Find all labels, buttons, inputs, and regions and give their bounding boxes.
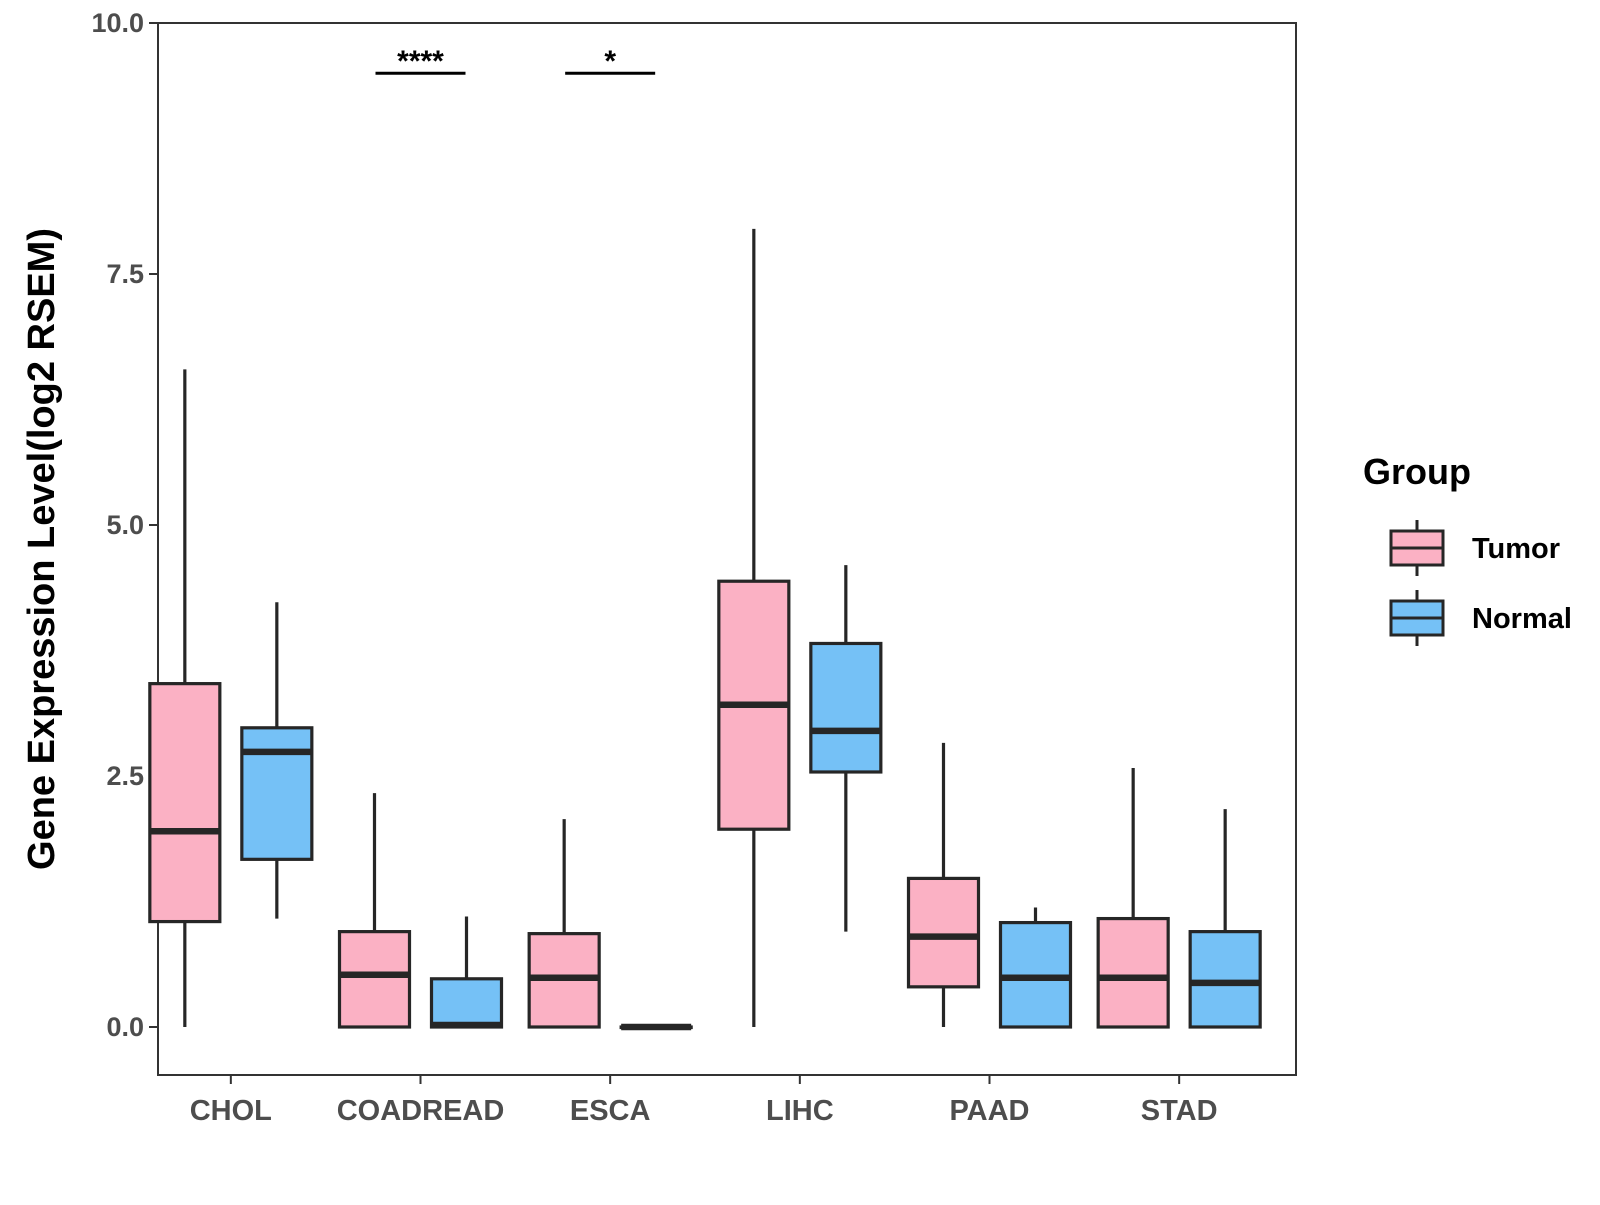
box-tumor-stad (1096, 767, 1170, 1029)
box-body (1096, 916, 1170, 1029)
legend-label: Tumor (1472, 533, 1560, 565)
box-normal-paad (998, 907, 1073, 1029)
y-tick-label: 10.0 (91, 8, 144, 38)
box-normal-lihc (809, 565, 883, 932)
box-normal-esca (619, 1023, 693, 1031)
box-body (1188, 930, 1262, 1029)
box-tumor-chol (148, 369, 222, 1027)
significance-label: **** (397, 45, 444, 78)
box-body (809, 641, 883, 774)
x-tick-label: LIHC (766, 1095, 834, 1127)
box-normal-stad (1188, 809, 1262, 1029)
x-tick-label: STAD (1141, 1095, 1218, 1127)
box-normal-chol (240, 602, 314, 919)
legend-label: Normal (1472, 603, 1572, 635)
legend-title: Group (1363, 451, 1471, 492)
box-tumor-lihc (717, 228, 791, 1027)
legend-item-tumor: Tumor (1389, 520, 1560, 576)
legend-items: Tumor Normal (1389, 520, 1572, 646)
significance-layer: **** * (375, 45, 656, 78)
box-body (148, 682, 222, 924)
x-tick-label: COADREAD (337, 1095, 505, 1127)
y-axis: 0.0 2.5 5.0 7.5 10.0 (91, 8, 158, 1042)
boxes-layer (148, 228, 1262, 1031)
box-normal-coadread (429, 916, 504, 1029)
y-tick-label: 2.5 (106, 761, 144, 791)
x-tick-label: CHOL (190, 1095, 272, 1127)
box-body (906, 876, 981, 989)
significance-label: * (604, 45, 616, 78)
legend: Group Tumor Normal (1363, 451, 1572, 646)
legend-item-normal: Normal (1389, 590, 1572, 646)
y-tick-label: 0.0 (106, 1012, 144, 1042)
box-body (240, 726, 314, 861)
plot-panel (157, 22, 1297, 1076)
y-tick-label: 7.5 (106, 259, 144, 289)
box-body (337, 930, 412, 1029)
x-tick-label: ESCA (570, 1095, 651, 1127)
x-tick-label: PAAD (949, 1095, 1029, 1127)
y-axis-title: Gene Expression Level(log2 RSEM) (21, 228, 63, 870)
x-axis: CHOL COADREAD ESCA LIHC PAAD STAD (190, 1075, 1218, 1127)
box-body (429, 977, 504, 1029)
box-tumor-esca (527, 819, 601, 1029)
box-tumor-paad (906, 742, 981, 1027)
y-tick-label: 5.0 (106, 510, 144, 540)
box-tumor-coadread (337, 793, 412, 1029)
